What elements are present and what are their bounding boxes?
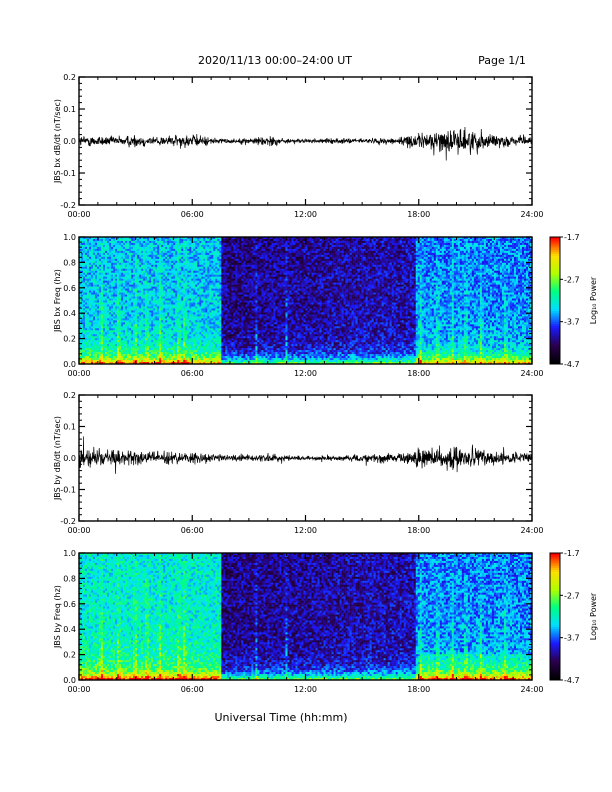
y-tick-label: 0.0 <box>63 676 76 685</box>
x-tick-label: 18:00 <box>407 369 430 378</box>
colorbar-tick-label: -2.7 <box>564 591 580 600</box>
x-tick-label: 12:00 <box>294 526 317 535</box>
y-axis-label: JBS bx Freq (hz) <box>53 269 62 333</box>
x-tick-label: 00:00 <box>67 369 90 378</box>
colorbar-tick-label: -2.7 <box>564 275 580 284</box>
panel-4-spectrogram <box>79 553 532 680</box>
x-tick-label: 18:00 <box>407 685 430 694</box>
y-tick-label: 0.6 <box>63 284 76 293</box>
x-tick-label: 06:00 <box>181 210 204 219</box>
colorbar-tick-label: -3.7 <box>564 634 580 643</box>
colorbar-tick-label: -3.7 <box>564 318 580 327</box>
y-tick-label: -0.2 <box>60 201 76 210</box>
y-tick-label: 0.1 <box>63 423 76 432</box>
y-tick-label: 0.0 <box>63 360 76 369</box>
y-axis-label: JBS by dB/dt (nT/sec) <box>53 416 62 501</box>
page-number: Page 1/1 <box>478 54 526 67</box>
y-tick-label: 0.8 <box>63 574 76 583</box>
x-tick-label: 12:00 <box>294 210 317 219</box>
x-tick-label: 12:00 <box>294 685 317 694</box>
figure-title: 2020/11/13 00:00–24:00 UT <box>198 54 352 67</box>
panel-2-spectrogram <box>79 237 532 364</box>
y-tick-label: 1.0 <box>63 549 76 558</box>
x-tick-label: 00:00 <box>67 526 90 535</box>
x-tick-label: 18:00 <box>407 526 430 535</box>
colorbar-label: Log₁₀ Power <box>589 276 598 324</box>
colorbar-tick-label: -4.7 <box>564 676 580 685</box>
x-tick-label: 24:00 <box>520 526 543 535</box>
x-tick-label: 06:00 <box>181 526 204 535</box>
panel-3-axes: 00:00 06:00 12:00 18:00 24:00 0.2 0.1 0.0 -0.1 -0… <box>53 391 544 535</box>
x-tick-label: 24:00 <box>520 369 543 378</box>
y-axis-label: JBS bx dB/dt (nT/sec) <box>53 99 62 184</box>
y-tick-label: -0.1 <box>60 169 76 178</box>
y-tick-label: 1.0 <box>63 233 76 242</box>
colorbar-tick-label: -4.7 <box>564 360 580 369</box>
y-tick-label: -0.1 <box>60 486 76 495</box>
y-tick-label: 0.0 <box>63 137 76 146</box>
x-tick-label: 24:00 <box>520 685 543 694</box>
y-tick-label: 0.0 <box>63 454 76 463</box>
panel-4-colorbar: -1.7 -2.7 -3.7 -4.7 Log₁₀ Power <box>550 549 598 685</box>
panel-1-series-line <box>79 127 532 160</box>
panel-3-series-line <box>79 436 532 474</box>
y-tick-label: 0.2 <box>63 335 76 344</box>
x-tick-label: 00:00 <box>67 685 90 694</box>
y-tick-label: 0.8 <box>63 258 76 267</box>
x-tick-label: 18:00 <box>407 210 430 219</box>
y-tick-label: 0.2 <box>63 73 76 82</box>
colorbar-tick-label: -1.7 <box>564 233 580 242</box>
y-tick-label: 0.1 <box>63 105 76 114</box>
y-tick-label: 0.6 <box>63 600 76 609</box>
y-tick-label: 0.2 <box>63 391 76 400</box>
colorbar-label: Log₁₀ Power <box>589 592 598 640</box>
x-tick-label: 24:00 <box>520 210 543 219</box>
y-axis-label: JBS by Freq (hz) <box>53 585 62 649</box>
x-tick-label: 00:00 <box>67 210 90 219</box>
x-tick-label: 12:00 <box>294 369 317 378</box>
y-tick-label: 0.4 <box>63 625 76 634</box>
x-axis-title: Universal Time (hh:mm) <box>215 711 348 724</box>
panels: 00:00 06:00 12:00 18:00 24:00 0.2 0.1 0.0 -0.1 -0… <box>53 73 598 694</box>
y-tick-label: 0.2 <box>63 651 76 660</box>
x-tick-label: 06:00 <box>181 369 204 378</box>
x-tick-label: 06:00 <box>181 685 204 694</box>
colorbar-tick-label: -1.7 <box>564 549 580 558</box>
panel-2-colorbar: -1.7 -2.7 -3.7 -4.7 Log₁₀ Power <box>550 233 598 369</box>
y-tick-label: -0.2 <box>60 517 76 526</box>
y-tick-label: 0.4 <box>63 309 76 318</box>
